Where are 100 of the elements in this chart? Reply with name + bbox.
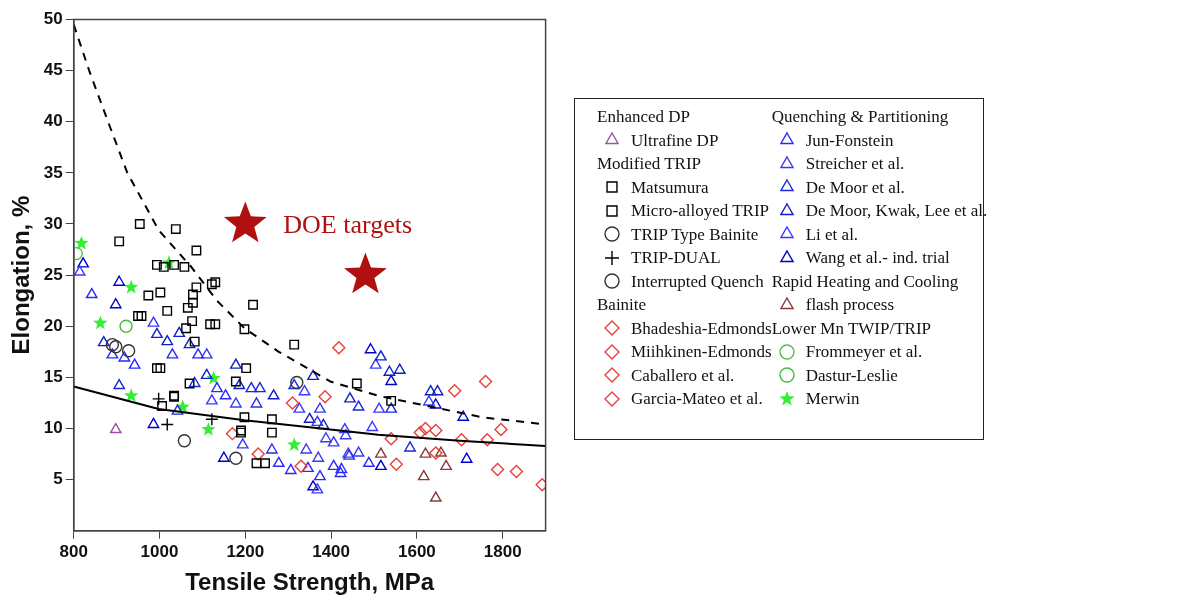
y-tick-label: 15 (43, 367, 63, 387)
point (311, 483, 324, 494)
point (200, 368, 213, 380)
x-tick-label: 1000 (140, 541, 179, 561)
legend-label: TRIP Type Bainite (631, 223, 759, 246)
point (105, 337, 120, 352)
point (109, 298, 122, 309)
point (369, 358, 382, 369)
point (266, 427, 277, 438)
point (187, 316, 198, 327)
point (239, 324, 250, 335)
y-tick-label: 30 (43, 213, 63, 233)
point (490, 462, 505, 477)
x-tick-label: 1800 (483, 541, 522, 561)
point (251, 447, 265, 461)
point (181, 323, 192, 334)
legend-label: Micro-alloyed TRIP (631, 200, 770, 222)
point (327, 459, 340, 471)
point (73, 265, 86, 276)
point (423, 395, 435, 406)
point (134, 219, 145, 229)
x-axis-title: Tensile Strength, MPa (185, 568, 435, 596)
point (245, 381, 258, 393)
legend-label: Garcia-Mateo et al. (631, 388, 763, 410)
point (147, 316, 160, 327)
point (124, 279, 139, 294)
point (373, 402, 386, 413)
point (374, 459, 387, 471)
point (74, 235, 89, 250)
x-tick-label: 1200 (226, 541, 265, 561)
y-tick-label: 45 (43, 60, 63, 80)
point (307, 369, 319, 381)
point (318, 390, 332, 404)
y-tick-label: 5 (53, 469, 63, 489)
point (77, 257, 90, 268)
point (250, 397, 263, 408)
point (211, 381, 223, 393)
legend-label: Interrupted Quench (631, 270, 764, 293)
point (364, 343, 377, 354)
point (460, 452, 473, 463)
point (389, 457, 404, 472)
point (386, 395, 397, 406)
point (254, 381, 266, 393)
point (429, 446, 443, 460)
point (236, 438, 249, 449)
point (114, 236, 125, 247)
point (352, 400, 365, 411)
point (109, 340, 123, 354)
point (418, 421, 433, 436)
point (169, 259, 180, 270)
point (302, 461, 314, 473)
point (284, 463, 297, 475)
point (362, 456, 375, 467)
point (332, 341, 346, 355)
point (155, 363, 166, 374)
point (151, 363, 162, 374)
point (266, 414, 277, 425)
point (157, 401, 168, 411)
point (113, 275, 126, 286)
point (191, 282, 202, 293)
legend-label: Merwin (805, 388, 860, 410)
point (205, 394, 218, 405)
point (136, 311, 147, 321)
point (440, 459, 452, 471)
point (298, 385, 311, 396)
point (192, 348, 205, 359)
y-axis-title: Elongation, % (7, 195, 35, 355)
point (413, 425, 428, 440)
point (289, 339, 300, 350)
point (374, 350, 387, 361)
legend-label: Frommeyer et al. (805, 341, 923, 363)
legend-label: Miihkinen-Edmonds (631, 341, 772, 363)
point (312, 451, 325, 462)
point (447, 383, 462, 398)
point (251, 458, 262, 469)
point (374, 447, 387, 458)
point (182, 302, 193, 313)
point (339, 428, 352, 440)
point (113, 378, 126, 390)
legend-label: Ultrafine DP (631, 129, 719, 152)
point (419, 447, 432, 458)
point (162, 305, 173, 316)
y-tick-label: 10 (43, 418, 63, 438)
legend-label: Caballero et al. (631, 364, 735, 387)
point (158, 261, 169, 272)
point (173, 326, 186, 338)
point (133, 311, 143, 321)
point (109, 422, 122, 434)
point (155, 287, 166, 298)
x-tick-label: 800 (59, 541, 88, 561)
point (147, 417, 160, 429)
point (160, 417, 174, 432)
point (106, 348, 119, 359)
point (285, 396, 300, 410)
point (335, 462, 348, 474)
point (166, 348, 179, 359)
point (121, 344, 136, 358)
point (417, 469, 430, 481)
point (287, 437, 302, 451)
point (248, 299, 258, 310)
